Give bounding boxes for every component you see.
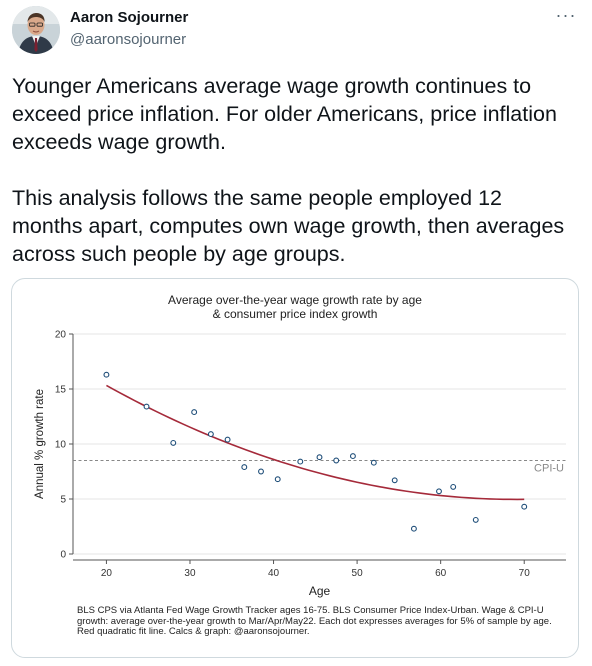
data-point — [472, 516, 479, 523]
data-point — [349, 453, 356, 460]
data-point — [241, 464, 248, 471]
author-handle[interactable]: @aaronsojourner — [70, 31, 187, 48]
tweet-media-chart[interactable]: Average over-the-year wage growth rate b… — [11, 278, 579, 658]
data-point — [224, 436, 231, 443]
tweet-text: Younger Americans average wage growth co… — [12, 72, 578, 268]
data-point — [521, 503, 528, 510]
quadratic-fit-line — [106, 384, 525, 501]
x-tick-label: 50 — [352, 568, 364, 579]
data-point — [297, 458, 304, 465]
data-point — [333, 457, 340, 464]
data-point — [274, 476, 281, 483]
x-tick-label: 30 — [184, 568, 196, 579]
data-point — [170, 439, 177, 446]
data-point — [143, 403, 150, 410]
ellipsis-icon: ··· — [555, 5, 577, 25]
chart-caption: BLS CPS via Atlanta Fed Wage Growth Trac… — [77, 605, 552, 637]
x-tick-label: 40 — [268, 568, 280, 579]
author-name[interactable]: Aaron Sojourner — [70, 9, 189, 26]
data-point — [191, 409, 198, 416]
avatar-image — [12, 6, 60, 54]
x-axis-label: Age — [309, 584, 331, 598]
tweet-paragraph: This analysis follows the same people em… — [12, 186, 565, 266]
y-axis-label: Annual % growth rate — [34, 389, 46, 499]
y-tick-label: 10 — [55, 440, 67, 451]
x-tick-label: 20 — [101, 568, 113, 579]
data-point — [410, 525, 417, 532]
tweet-paragraph: Younger Americans average wage growth co… — [12, 74, 557, 154]
scatter-chart: 0 5 10 15 20 20 30 40 50 60 70 Age Annual % growth r… — [34, 330, 566, 598]
avatar[interactable] — [12, 6, 60, 54]
data-point — [103, 371, 110, 378]
data-point — [391, 477, 398, 484]
data-point — [258, 468, 264, 475]
data-point — [316, 454, 323, 461]
more-options-button[interactable]: ··· — [554, 5, 578, 28]
x-tick-label: 60 — [435, 568, 447, 579]
chart-title-line: Average over-the-year wage growth rate b… — [168, 293, 422, 307]
y-tick-label: 15 — [55, 385, 67, 396]
cpi-reference-label: CPI-U — [534, 463, 564, 475]
chart-title-line: & consumer price index growth — [212, 307, 378, 321]
y-tick-label: 5 — [60, 495, 66, 506]
y-tick-label: 20 — [55, 330, 67, 341]
data-point — [450, 483, 457, 490]
data-point — [370, 459, 377, 466]
chart-title: Average over-the-year wage growth rate b… — [12, 293, 578, 321]
data-point — [207, 431, 214, 438]
y-tick-label: 0 — [60, 550, 66, 561]
x-tick-label: 70 — [519, 568, 531, 579]
data-point — [436, 488, 442, 495]
